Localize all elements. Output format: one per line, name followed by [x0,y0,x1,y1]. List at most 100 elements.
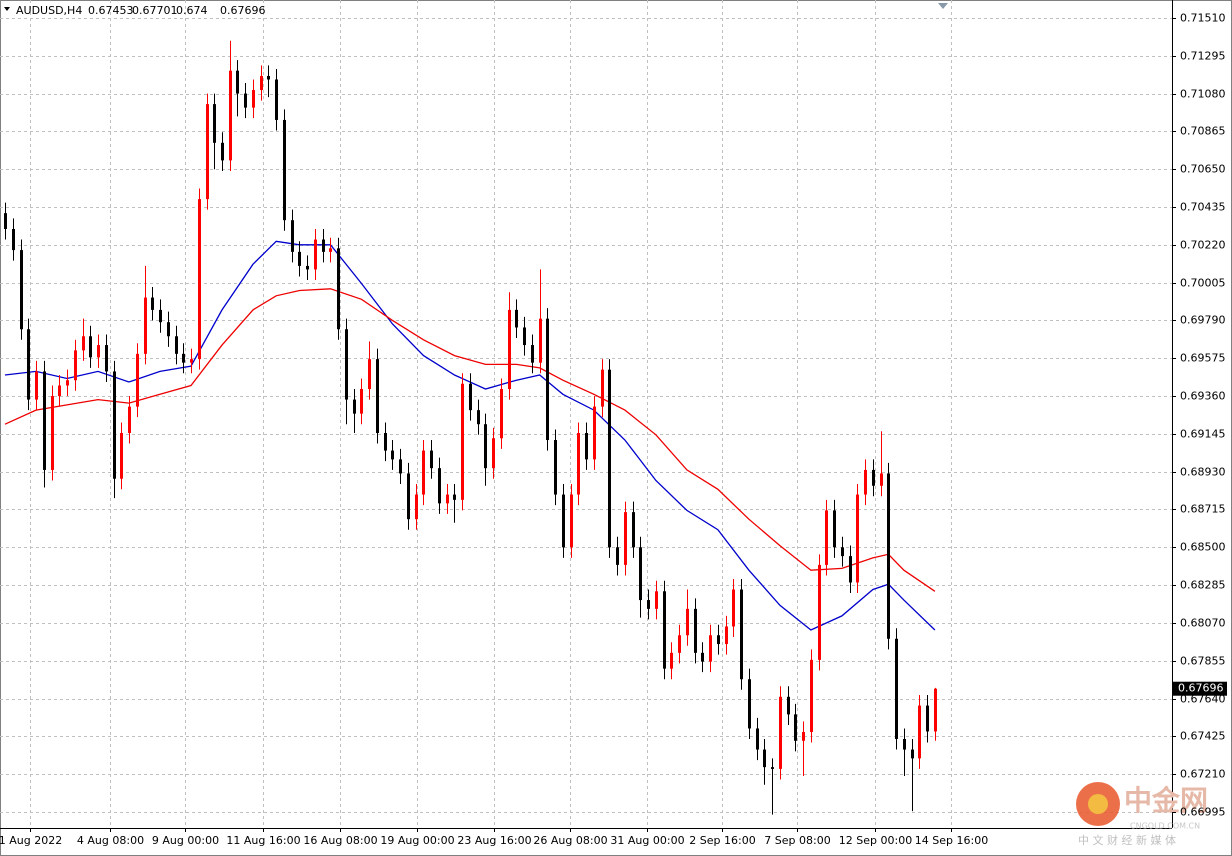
ohlc-open: 0.67453 [88,4,134,17]
candle-body [58,385,61,397]
candle-body [562,494,565,548]
candle-body [585,432,588,460]
candle-body [345,329,348,400]
candle-body [508,309,511,390]
candle-body [570,494,573,548]
candle-body [686,608,689,636]
candle-body [918,705,921,759]
y-tick-label: 0.68500 [1180,541,1226,554]
candle-body [89,336,92,358]
candle-body [856,494,859,583]
x-tick-label: 2 Sep 16:00 [689,834,755,847]
watermark-site: CNGOLD.COM.CN [1130,822,1200,831]
candle-body [926,705,929,732]
chart-title: AUDUSD,H4 [16,4,82,17]
y-tick-label: 0.70005 [1180,277,1226,290]
marks [4,40,937,815]
candle-body [51,396,54,470]
candle-body [601,369,604,407]
candle-body [717,635,720,645]
watermark-logo-inner [1088,794,1108,814]
candle-body [190,359,193,363]
x-tick-label: 1 Aug 2022 [0,834,62,847]
candle-body [120,432,123,479]
shift-marker [938,3,948,9]
y-tick-label: 0.67425 [1180,730,1226,743]
candle-body [903,739,906,750]
candle-body [43,371,46,470]
candle-body [477,410,480,425]
candle-body [670,652,673,669]
x-tick-label: 23 Aug 16:00 [457,834,531,847]
candle-body [136,353,139,407]
candle-body [740,589,743,680]
candle-body [314,239,317,270]
candle-body [20,250,23,330]
candle-body [391,450,394,460]
candle-body [368,359,371,390]
candle-body [159,309,162,323]
watermark-name: 中金网 [1124,784,1208,817]
candle-body [911,749,914,759]
candle-body [74,350,77,381]
y-tick-label: 0.69575 [1180,352,1226,365]
candle-body [616,547,619,565]
candle-body [175,336,178,354]
candle-body [453,494,456,500]
candle-body [252,90,255,108]
candle-body [841,547,844,557]
candle-body [275,79,278,120]
candle-body [554,440,557,495]
y-tick-label: 0.67640 [1180,693,1226,706]
candle-body [810,659,813,732]
candle-body [678,635,681,653]
candle-body [546,318,549,441]
candle-body [484,424,487,469]
candle-body [593,406,596,460]
x-tick-label: 7 Sep 08:00 [764,834,830,847]
y-tick-label: 0.67855 [1180,655,1226,668]
x-tick-label: 11 Aug 16:00 [226,834,300,847]
ohlc-high: 0.67701 [132,4,178,17]
candle-body [221,142,224,161]
candle-body [407,473,410,520]
candle-body [4,213,7,229]
candle-body [260,75,263,91]
menu-arrow[interactable] [4,7,10,11]
candle-body [291,220,294,252]
candle-body [27,329,30,400]
candle-body [469,383,472,411]
candle-body [353,399,356,414]
candle-body [446,494,449,504]
y-tick-label: 0.70220 [1180,239,1226,252]
candle-body [825,510,828,565]
candle-body [833,510,836,548]
candle-body [306,265,309,270]
candle-body [236,70,239,94]
y-tick-label: 0.71080 [1180,88,1226,101]
y-tick-label: 0.69790 [1180,314,1226,327]
candle-body [655,591,658,609]
candle-body [461,383,464,500]
candle-body [756,728,759,750]
candle-body [182,353,185,363]
candle-body [523,327,526,346]
candle-body [66,380,69,386]
candle-body [864,469,867,495]
candle-body [539,318,542,363]
candle-body [577,432,580,495]
y-tick-label: 0.68070 [1180,617,1226,630]
candle-body [322,239,325,252]
watermark-slogan: 中 文 财 经 新 媒 体 [1078,833,1176,847]
candle-body [663,591,666,669]
candle-body [198,199,201,360]
candle-body [895,638,898,740]
candle-body [430,450,433,469]
candle-body [376,359,379,433]
candle-body [229,70,232,161]
candle-body [531,345,534,363]
candle-body [639,547,642,601]
candle-body [771,767,774,769]
y-tick-label: 0.69360 [1180,390,1226,403]
